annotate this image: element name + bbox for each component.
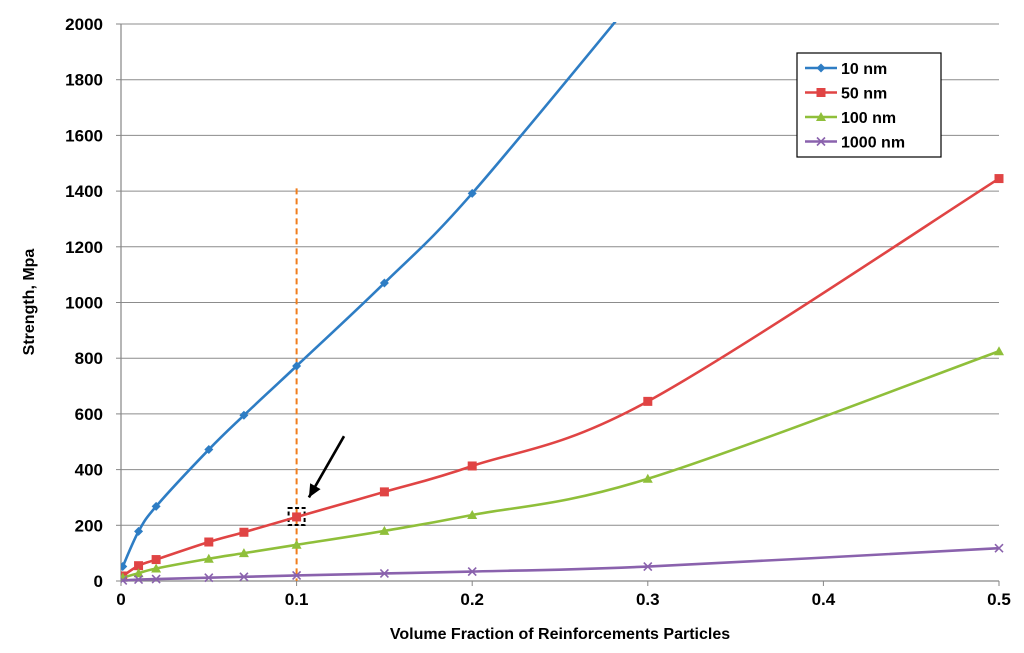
legend-label: 100 nm: [841, 110, 896, 127]
data-point-100-nm: [291, 539, 302, 549]
data-point-10-nm: [467, 188, 477, 198]
data-point-1000-nm: [643, 561, 653, 572]
legend-item-50-nm: 50 nm: [805, 86, 887, 103]
marker-stroke: [133, 575, 144, 585]
legend-swatch-marker: [816, 88, 826, 97]
legend: 10 nm 50 nm 100 nm 1000 nm: [796, 52, 942, 158]
series-10-nm: [121, 22, 617, 572]
data-point-100-nm: [467, 509, 478, 519]
data-point-100-nm: [203, 553, 214, 563]
y-tick-label: 800: [75, 349, 103, 368]
data-point-1000-nm: [133, 575, 144, 585]
data-point-100-nm: [238, 548, 249, 558]
data-point-1000-nm: [239, 572, 249, 582]
highlight-box: [287, 506, 306, 526]
y-tick-label: 1000: [65, 294, 103, 313]
data-point-1000-nm: [467, 566, 477, 577]
marker-stroke: [121, 575, 128, 584]
data-point-10-nm: [134, 526, 144, 536]
y-tick-label: 600: [75, 405, 103, 424]
data-point-1000-nm: [204, 573, 214, 583]
x-tick-label: 0.5: [987, 590, 1011, 609]
marker-stroke: [379, 568, 389, 579]
data-point-10-nm: [204, 445, 214, 455]
legend-swatch-marker: [816, 112, 826, 121]
data-point-50-nm: [134, 561, 144, 571]
legend-swatch-marker: [816, 63, 826, 73]
data-point-1000-nm: [151, 574, 161, 584]
data-point-100-nm: [379, 525, 390, 535]
data-point-10-nm: [239, 410, 249, 420]
series-line-10-nm: [121, 22, 617, 568]
x-tick-label: 0.3: [636, 590, 660, 609]
x-tick-label: 0: [116, 590, 125, 609]
legend-label: 1000 nm: [841, 135, 905, 152]
y-tick-label: 400: [75, 461, 103, 480]
data-point-50-nm: [292, 512, 302, 522]
marker-stroke: [816, 136, 826, 147]
data-point-10-nm: [121, 562, 128, 572]
data-point-1000-nm: [121, 575, 128, 585]
y-tick-label: 2000: [65, 15, 103, 34]
series-line-50-nm: [122, 177, 1000, 578]
marker-stroke: [151, 574, 161, 584]
data-point-1000-nm: [379, 568, 389, 579]
legend-label: 50 nm: [841, 86, 887, 103]
y-axis-title: Strength, Mpa: [21, 249, 38, 356]
y-tick-label: 0: [94, 572, 103, 591]
data-point-1000-nm: [292, 570, 302, 580]
annotations: [287, 188, 346, 581]
data-point-1000-nm: [994, 543, 1004, 553]
x-axis-title: Volume Fraction of Reinforcements Partic…: [390, 626, 730, 643]
data-point-100-nm: [151, 563, 162, 573]
y-tick-label: 1600: [65, 126, 103, 145]
data-series: [121, 22, 1004, 585]
data-point-50-nm: [239, 527, 249, 537]
data-point-50-nm: [994, 174, 1004, 184]
series-100-nm: [121, 346, 1004, 582]
data-point-50-nm: [643, 396, 653, 406]
data-point-50-nm: [467, 461, 477, 471]
axes: 0 200 400 600 800 1000 1200 1400 1600 1800 2000 0 0.…: [65, 15, 1011, 609]
marker-stroke: [292, 570, 302, 580]
data-point-50-nm: [151, 555, 161, 565]
series-line-1000-nm: [122, 546, 1000, 582]
marker-stroke: [239, 572, 249, 582]
data-point-50-nm: [379, 487, 389, 497]
legend-item-100-nm: 100 nm: [805, 110, 896, 127]
data-point-100-nm: [994, 346, 1004, 356]
marker-stroke: [643, 561, 653, 572]
x-tick-label: 0.1: [285, 590, 309, 609]
data-point-10-nm: [292, 361, 302, 371]
series-50-nm: [121, 174, 1004, 581]
legend-swatch-marker: [816, 136, 826, 147]
marker-stroke: [467, 566, 477, 577]
legend-item-1000-nm: 1000 nm: [805, 135, 905, 152]
series-line-100-nm: [122, 350, 1000, 579]
series-1000-nm: [121, 543, 1004, 585]
y-tick-label: 1200: [65, 238, 103, 257]
data-point-10-nm: [151, 501, 161, 511]
y-tick-label: 200: [75, 516, 103, 535]
legend-item-10-nm: 10 nm: [805, 61, 887, 78]
marker-stroke: [204, 573, 214, 583]
grid-lines: [121, 23, 999, 526]
y-tick-label: 1800: [65, 71, 103, 90]
arrow-head: [308, 483, 321, 498]
y-tick-label: 1400: [65, 182, 103, 201]
marker-stroke: [994, 543, 1004, 553]
data-point-50-nm: [204, 537, 214, 547]
data-point-100-nm: [133, 568, 144, 578]
legend-label: 10 nm: [841, 61, 887, 78]
x-tick-label: 0.4: [812, 590, 836, 609]
x-tick-label: 0.2: [460, 590, 484, 609]
data-point-10-nm: [379, 278, 389, 288]
data-point-100-nm: [642, 473, 653, 483]
